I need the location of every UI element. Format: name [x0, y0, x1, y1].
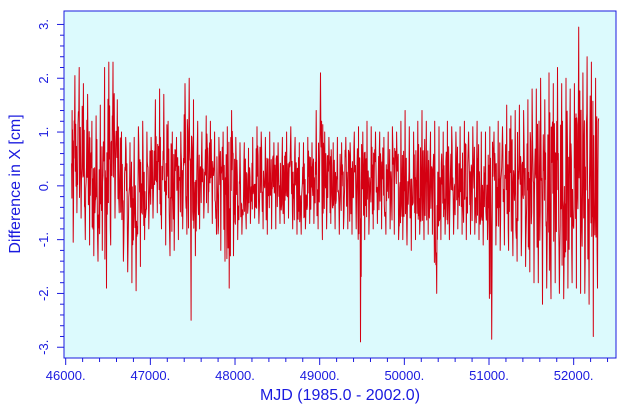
x-tick-label: 49000.	[300, 368, 340, 383]
x-tick-label: 52000.	[554, 368, 594, 383]
x-axis: 46000. 47000. 48000. 49000. 50000. 51000. 5200…	[46, 358, 609, 383]
x-tick-label: 50000.	[384, 368, 424, 383]
series-layer	[71, 26, 600, 343]
y-tick-label: 0.	[36, 180, 51, 191]
y-axis-title: Difference in X [cm]	[7, 114, 24, 253]
series-0-line	[71, 26, 600, 343]
y-tick-label: -2.	[36, 286, 51, 301]
x-tick-label: 51000.	[469, 368, 509, 383]
x-tick-label: 47000.	[130, 368, 170, 383]
plot-frame	[63, 10, 617, 359]
y-tick-label: 1.	[36, 127, 51, 138]
x-tick-label: 46000.	[46, 368, 86, 383]
x-tick-label: 48000.	[215, 368, 255, 383]
y-tick-label: 2.	[36, 73, 51, 84]
y-tick-label: -1.	[36, 232, 51, 247]
y-tick-label: 3.	[36, 19, 51, 30]
x-axis-title: MJD (1985.0 - 2002.0)	[260, 387, 420, 404]
y-axis: -3. -2. -1. 0. 1. 2. 3.	[36, 19, 64, 355]
y-tick-label: -3.	[36, 340, 51, 355]
